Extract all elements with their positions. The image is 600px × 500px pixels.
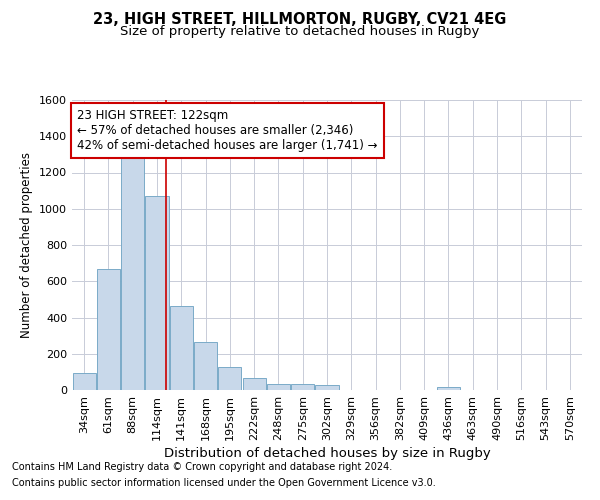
Text: Contains public sector information licensed under the Open Government Licence v3: Contains public sector information licen… (12, 478, 436, 488)
Text: 23 HIGH STREET: 122sqm
← 57% of detached houses are smaller (2,346)
42% of semi-: 23 HIGH STREET: 122sqm ← 57% of detached… (77, 108, 377, 152)
Bar (145, 196, 169, 390)
Bar (316, 386, 338, 390)
Bar (170, 306, 193, 390)
Text: 23, HIGH STREET, HILLMORTON, RUGBY, CV21 4EG: 23, HIGH STREET, HILLMORTON, RUGBY, CV21… (94, 12, 506, 28)
Bar (291, 384, 314, 390)
Bar (73, 373, 95, 390)
Text: Size of property relative to detached houses in Rugby: Size of property relative to detached ho… (121, 25, 479, 38)
Text: Contains HM Land Registry data © Crown copyright and database right 2024.: Contains HM Land Registry data © Crown c… (12, 462, 392, 472)
Bar (242, 378, 266, 390)
Bar (121, 156, 144, 390)
X-axis label: Distribution of detached houses by size in Rugby: Distribution of detached houses by size … (164, 447, 490, 460)
Bar (194, 342, 217, 390)
Bar (218, 367, 241, 390)
Y-axis label: Number of detached properties: Number of detached properties (20, 152, 34, 338)
Bar (97, 268, 120, 390)
Bar (437, 388, 460, 390)
Bar (267, 384, 290, 390)
